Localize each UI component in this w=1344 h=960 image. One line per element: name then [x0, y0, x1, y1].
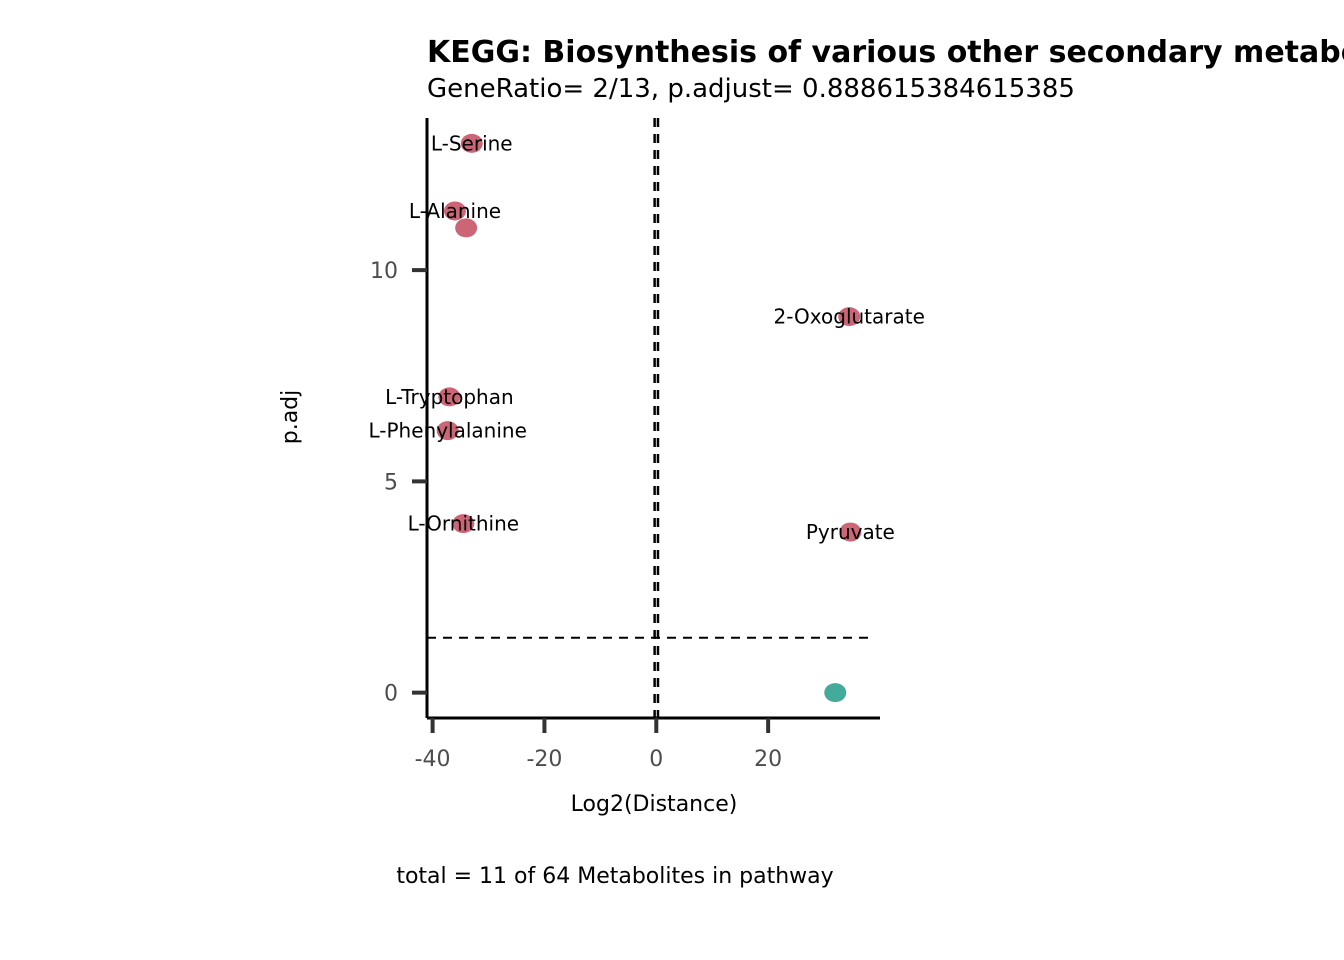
x-tick-label: -40: [415, 747, 451, 772]
point-label: Pyruvate: [806, 520, 895, 544]
data-point: [438, 387, 461, 407]
chart-subtitle: GeneRatio= 2/13, p.adjust= 0.88861538461…: [427, 74, 1075, 104]
y-tick-label: 5: [384, 470, 398, 495]
y-tick-label: 10: [370, 259, 398, 284]
point-label: L-Phenylalanine: [368, 419, 526, 443]
point-label: L-Alanine: [409, 199, 501, 223]
x-axis-title: Log2(Distance): [571, 792, 738, 817]
point-label: 2-Oxoglutarate: [774, 305, 925, 329]
x-tick-label: 0: [649, 747, 663, 772]
chart-caption: total = 11 of 64 Metabolites in pathway: [396, 864, 833, 889]
data-point: [443, 201, 466, 221]
data-point: [839, 522, 862, 542]
y-tick-label: 0: [384, 682, 398, 707]
y-axis-title: p.adj: [278, 390, 303, 445]
point-label: L-Serine: [431, 131, 513, 155]
data-point: [455, 218, 478, 238]
point-label: L-Tryptophan: [385, 385, 514, 409]
data-point: [452, 514, 475, 534]
data-point: [824, 683, 847, 703]
x-tick-label: -20: [526, 747, 562, 772]
plot-area: -40 -20 0 20 0 5 10 L-Serine L-Alanine 2-Oxogluta…: [368, 118, 925, 772]
chart-title: KEGG: Biosynthesis of various other seco…: [427, 35, 1344, 70]
data-point: [436, 421, 459, 441]
data-point: [460, 133, 483, 153]
data-point: [838, 307, 861, 327]
point-label: L-Ornithine: [408, 512, 519, 536]
x-tick-label: 20: [754, 747, 782, 772]
